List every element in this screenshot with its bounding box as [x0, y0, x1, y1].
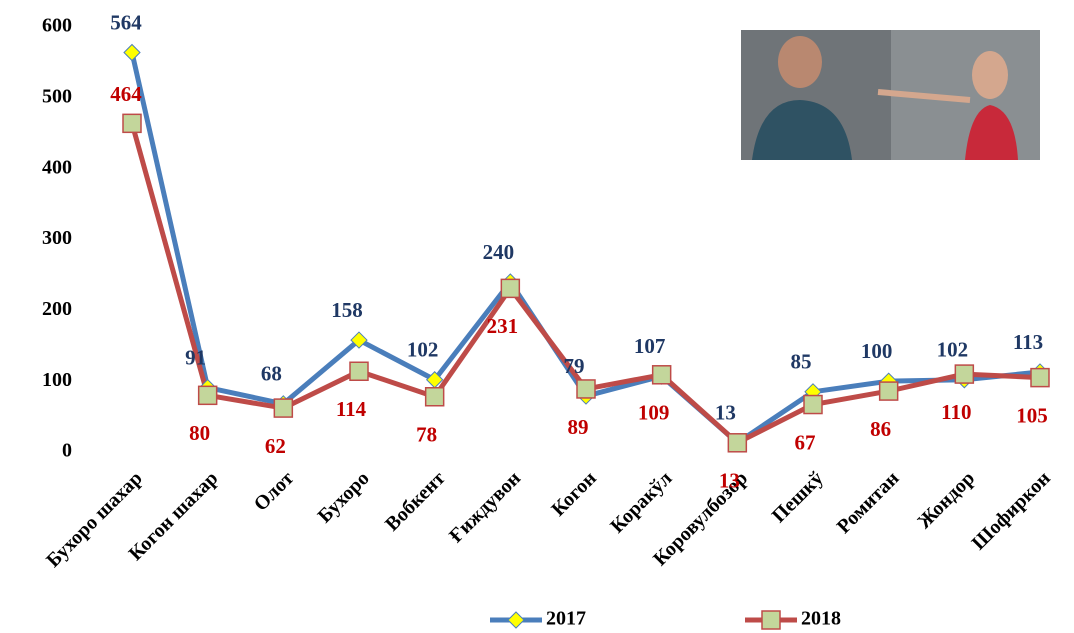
- legend-label: 2017: [546, 608, 586, 630]
- value-label: 85: [791, 350, 812, 374]
- y-tick-label: 300: [42, 227, 72, 249]
- legend-label: 2018: [801, 608, 841, 630]
- value-label: 107: [634, 334, 666, 358]
- marker: [803, 394, 823, 415]
- value-label: 464: [110, 82, 142, 106]
- value-label: 109: [638, 401, 670, 425]
- x-tick-label: Бухоро: [314, 467, 374, 527]
- value-label: 102: [937, 338, 969, 362]
- marker: [576, 379, 596, 399]
- marker: [727, 433, 748, 453]
- legend-item: 2018: [745, 608, 841, 630]
- value-label: 158: [331, 298, 363, 322]
- legend-item: 2017: [490, 608, 586, 630]
- value-label: 564: [110, 10, 142, 34]
- marker: [123, 43, 141, 62]
- marker: [1030, 367, 1050, 388]
- value-label: 13: [715, 401, 736, 425]
- value-label: 100: [861, 339, 893, 363]
- value-label: 231: [487, 314, 519, 338]
- value-label: 113: [1013, 330, 1043, 354]
- value-label: 79: [564, 354, 585, 378]
- x-tick-label: Вобкент: [381, 467, 449, 535]
- value-label: 114: [336, 397, 367, 421]
- value-label: 91: [185, 345, 206, 369]
- marker: [197, 385, 218, 406]
- y-tick-label: 600: [42, 15, 72, 37]
- value-label: 68: [261, 362, 282, 386]
- legend-marker: [507, 611, 525, 629]
- marker: [878, 381, 899, 401]
- value-label: 78: [416, 423, 437, 447]
- x-tick-label: Шофиркон: [968, 467, 1055, 554]
- y-tick-label: 0: [62, 440, 72, 462]
- marker: [424, 387, 445, 407]
- value-label: 110: [941, 400, 971, 424]
- legend-marker: [761, 610, 781, 630]
- value-label: 102: [407, 338, 439, 362]
- value-label: 89: [568, 415, 589, 439]
- y-tick-label: 100: [42, 369, 72, 391]
- marker: [273, 398, 294, 418]
- value-label: 13: [719, 469, 740, 493]
- marker: [500, 278, 521, 299]
- y-tick-label: 400: [42, 156, 72, 178]
- marker: [350, 331, 368, 349]
- marker: [122, 113, 142, 134]
- value-label: 105: [1016, 403, 1048, 427]
- value-label: 80: [189, 421, 210, 445]
- value-label: 62: [265, 434, 286, 458]
- x-tick-label: Пешкў: [768, 467, 828, 527]
- value-label: 67: [795, 430, 816, 454]
- marker: [349, 361, 369, 381]
- y-tick-label: 200: [42, 298, 72, 320]
- x-tick-label: Ромитан: [833, 467, 904, 538]
- y-tick-label: 500: [42, 85, 72, 107]
- value-label: 240: [483, 240, 515, 264]
- x-tick-label: Ғиждувон: [445, 467, 525, 547]
- photo: [741, 30, 1040, 160]
- x-tick-label: Жондор: [913, 467, 979, 533]
- x-tick-label: Когон: [547, 467, 600, 520]
- value-label: 86: [870, 417, 891, 441]
- x-tick-label: Коракўл: [606, 467, 676, 537]
- marker: [954, 364, 975, 384]
- marker: [651, 365, 672, 385]
- x-tick-label: Олот: [250, 467, 298, 515]
